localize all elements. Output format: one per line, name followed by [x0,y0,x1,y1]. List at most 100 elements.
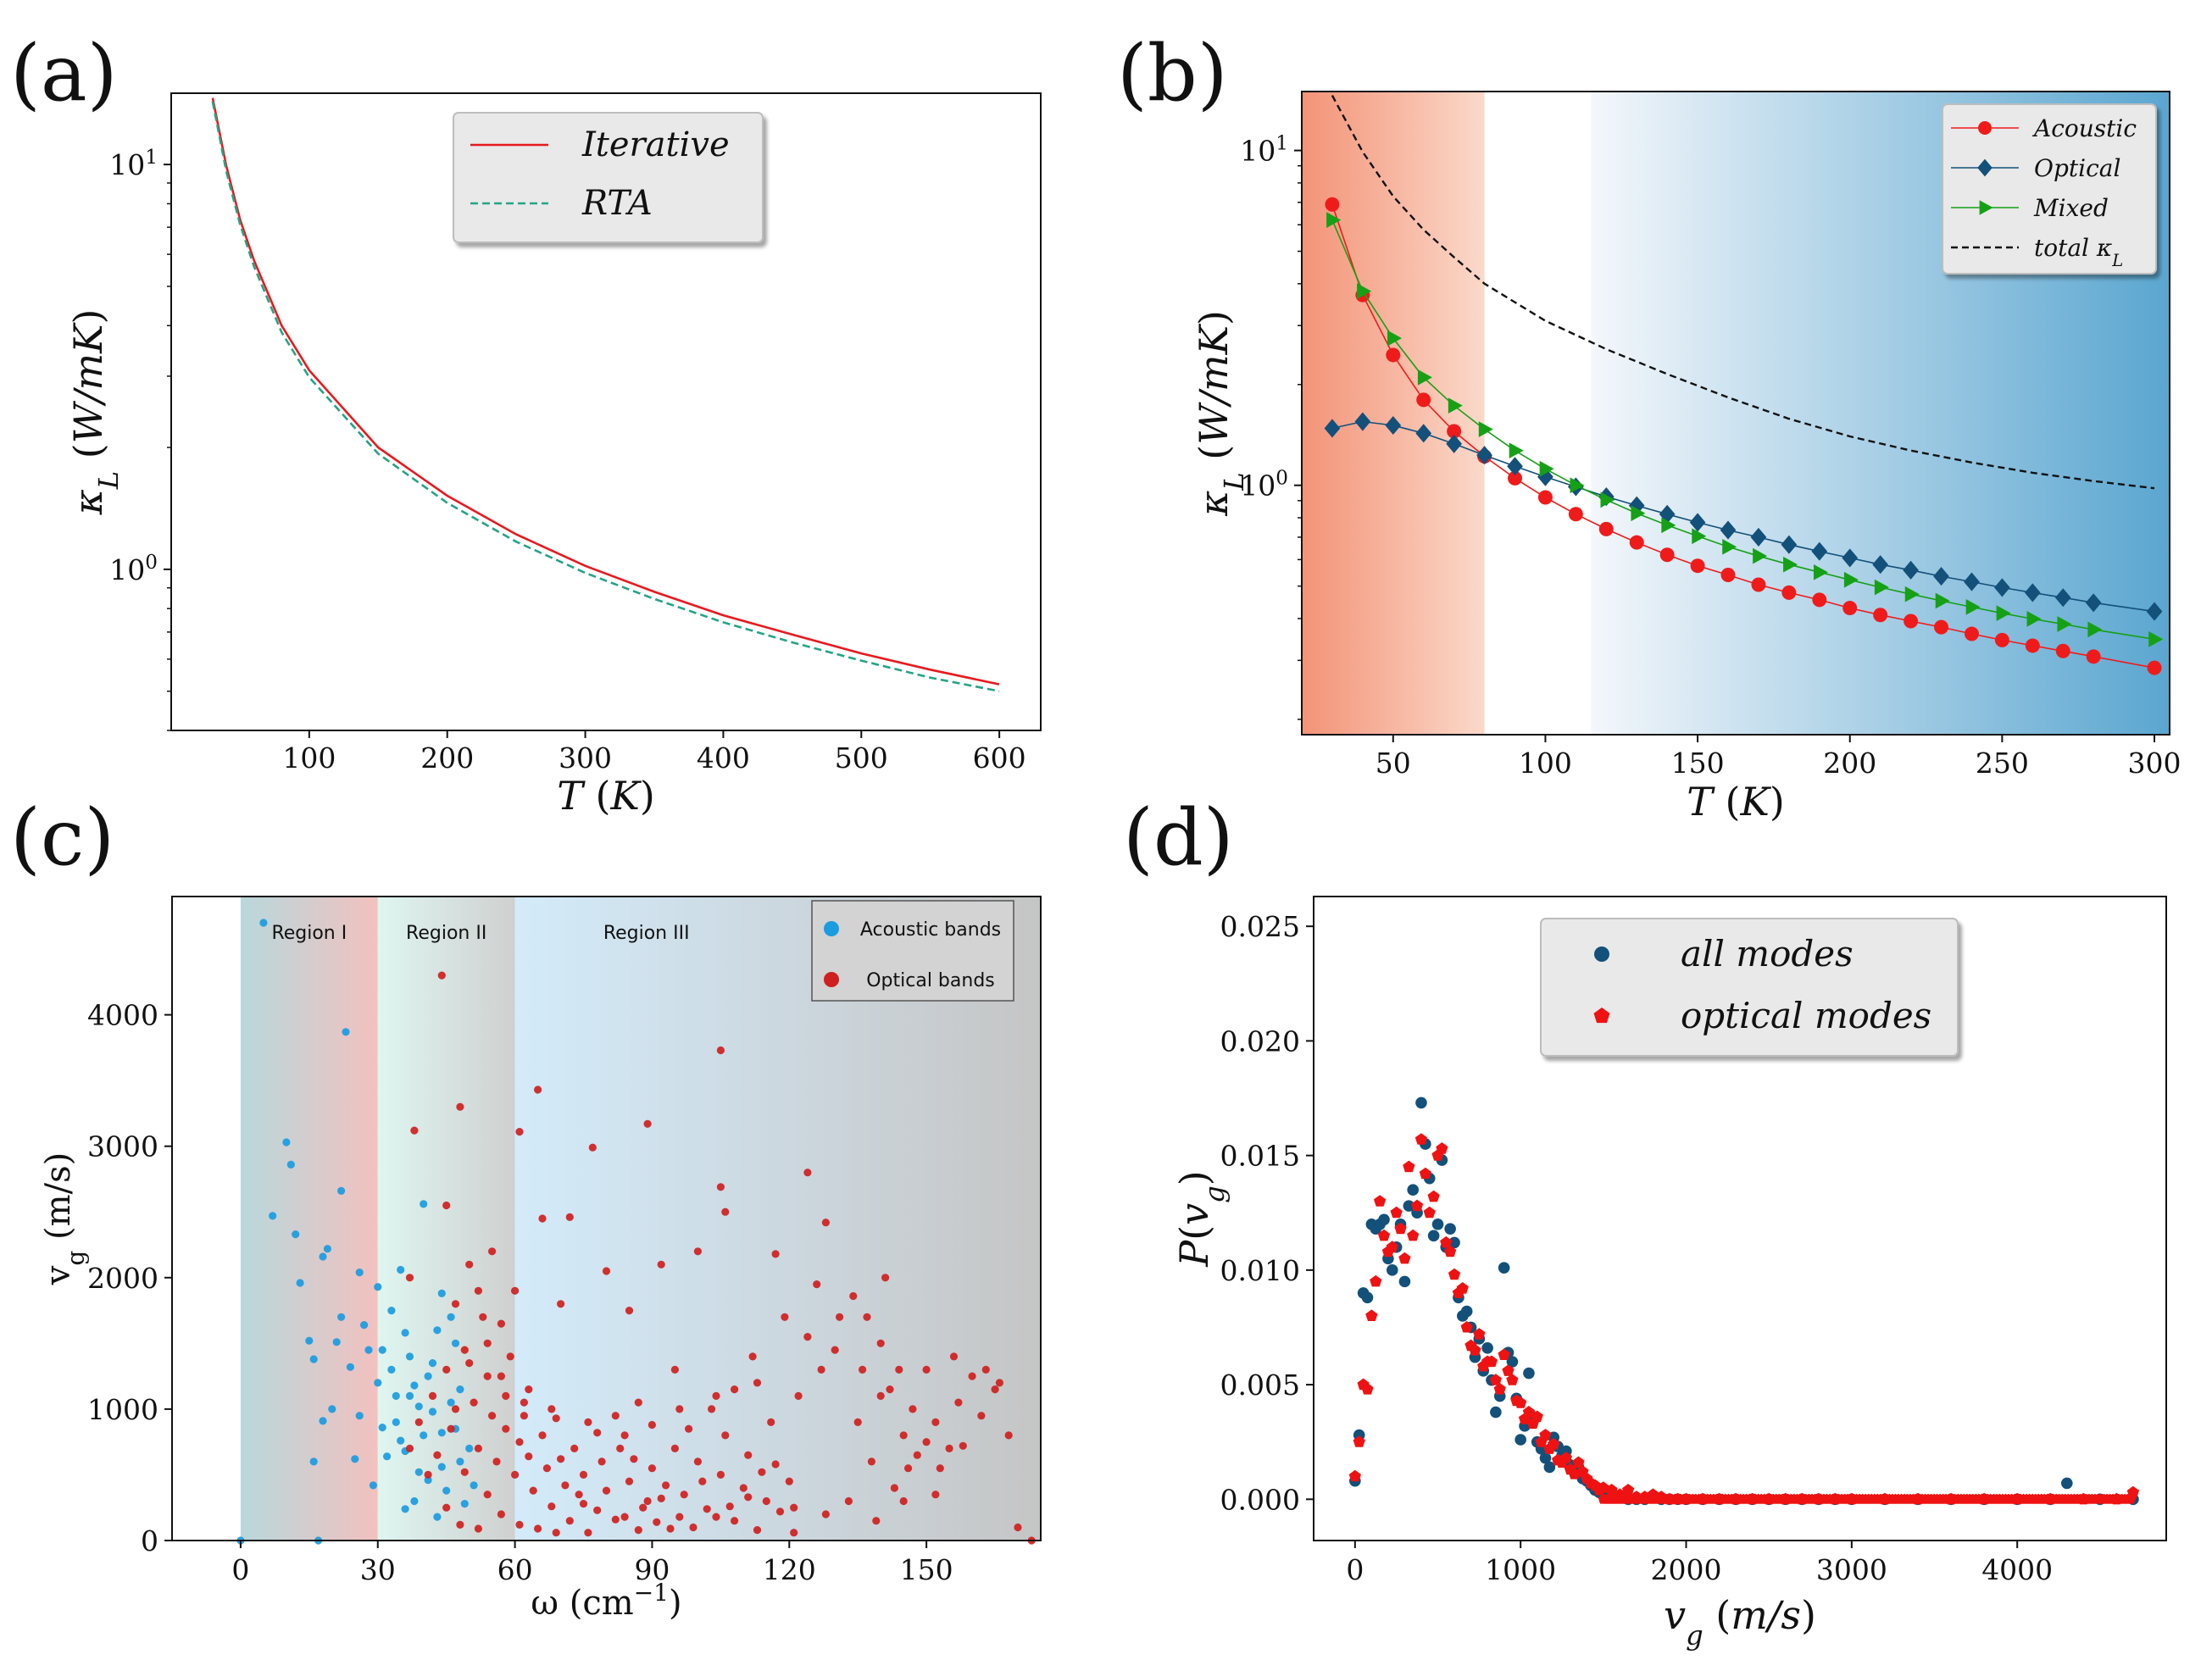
data-point-optical [653,1518,661,1526]
data-point-acoustic [337,1313,346,1321]
data-point-optical [1506,1374,1519,1385]
data-point-optical [781,1313,789,1321]
x-tick-label: 400 [697,741,750,774]
data-point-optical [630,1455,638,1463]
data-point-optical [739,1484,748,1492]
data-point-acoustic [319,1417,327,1425]
data-point-optical [552,1414,560,1423]
data-point-optical [529,1486,537,1495]
data-point-optical [552,1529,560,1537]
x-tick-label: 0 [231,1553,249,1586]
x-tick-label: 100 [282,741,336,774]
data-point-acoustic [337,1186,346,1195]
data-point-optical [442,1201,451,1210]
data-point-optical [1933,567,1949,586]
data-point-mixed [1661,517,1676,534]
data-point-acoustic [1386,347,1401,363]
data-point-mixed [1996,605,2011,622]
data-point-acoustic [1904,613,1919,629]
data-point-optical [849,1291,858,1301]
data-point-optical [886,1385,894,1394]
data-point-all [1378,1213,1390,1226]
data-point-optical [767,1418,775,1426]
legend-marker-all [1594,947,1609,962]
data-point-mixed [2026,611,2042,627]
x-tick-label: 30 [360,1553,396,1586]
data-point-optical [643,1119,652,1128]
legend-marker-optical [824,972,839,987]
data-point-optical [725,1502,734,1511]
chart-panel-b: 50 100 150 200 250 300 100 101 T (K) κL (W/mK) Aco… [1191,91,2181,824]
data-point-optical [1407,1229,1420,1241]
data-point-optical [1324,419,1341,438]
data-point-optical [1473,1328,1486,1340]
x-tick-label: 1000 [1485,1553,1556,1586]
data-point-mixed [1448,397,1463,414]
data-point-optical [1469,1344,1481,1356]
data-point-acoustic [1720,567,1736,582]
data-point-optical [414,1418,423,1426]
legend-marker-mixed [1979,200,1993,215]
data-point-optical [753,1526,762,1535]
data-point-optical [1456,1282,1469,1294]
data-point-optical [803,1333,812,1341]
data-point-acoustic [286,1160,295,1169]
data-point-optical [625,1307,634,1315]
data-point-optical [2146,602,2163,621]
panel-label-c: (c) [10,792,114,883]
shaded-region-low-T [1302,92,1485,735]
data-point-optical [561,1481,570,1490]
data-point-optical [716,1470,725,1479]
data-point-optical [693,1247,703,1256]
data-point-all [1539,1452,1552,1464]
data-point-optical [1415,424,1432,443]
data-point-optical [1539,1429,1552,1441]
panel-label-b: (b) [1117,28,1228,119]
data-point-all [1514,1434,1526,1446]
data-point-optical [876,1391,885,1400]
data-point-acoustic [374,1283,382,1291]
data-point-acoustic [355,1269,364,1277]
data-point-optical [593,1506,602,1514]
data-point-optical [1872,555,1889,575]
data-point-optical [437,971,446,980]
region-label-1: Region I [271,923,347,944]
data-point-acoustic [378,1424,386,1432]
data-point-optical [831,1346,839,1354]
data-point-optical [525,1385,533,1394]
data-point-mixed [1509,442,1524,459]
data-point-optical [693,1457,703,1466]
data-point-acoustic [397,1265,405,1274]
legend-marker-acoustic [824,921,839,936]
data-point-optical [790,1529,798,1537]
data-point-optical [1427,1190,1440,1202]
x-axis-label: vg (m/s) [1664,1592,1816,1652]
data-point-optical [1390,1206,1403,1219]
data-point-optical [959,1441,967,1450]
data-point-mixed [1843,571,1859,588]
y-tick-label: 101 [109,147,158,181]
chart-panel-d: 0 1000 2000 3000 4000 0.000 0.005 0.010 0.015 0.0… [1171,896,2167,1652]
data-point-optical [447,1424,455,1433]
data-point-mixed [1357,283,1372,299]
data-point-optical [890,1484,898,1492]
series-line-rta [211,101,1000,692]
data-point-acoustic [424,1372,432,1380]
data-point-acoustic [374,1379,382,1387]
y-tick-label: 0.020 [1220,1024,1300,1058]
data-point-acoustic [387,1365,396,1374]
data-point-optical [813,1280,821,1289]
data-point-optical [1436,1142,1448,1154]
data-point-acoustic [1629,535,1644,550]
data-point-acoustic [451,1339,460,1347]
y-tick-label: 0.025 [1220,910,1300,943]
legend-label-totall: total κL [2034,234,2123,270]
data-point-optical [488,1247,497,1256]
y-tick-label: 1000 [87,1393,158,1426]
data-point-all [2060,1477,2073,1490]
y-axis-label: κL (W/mK) [65,309,125,516]
data-point-acoustic [392,1418,400,1426]
data-point-all [1448,1236,1460,1249]
data-point-acoustic [470,1481,478,1490]
region-band-2 [377,897,515,1541]
